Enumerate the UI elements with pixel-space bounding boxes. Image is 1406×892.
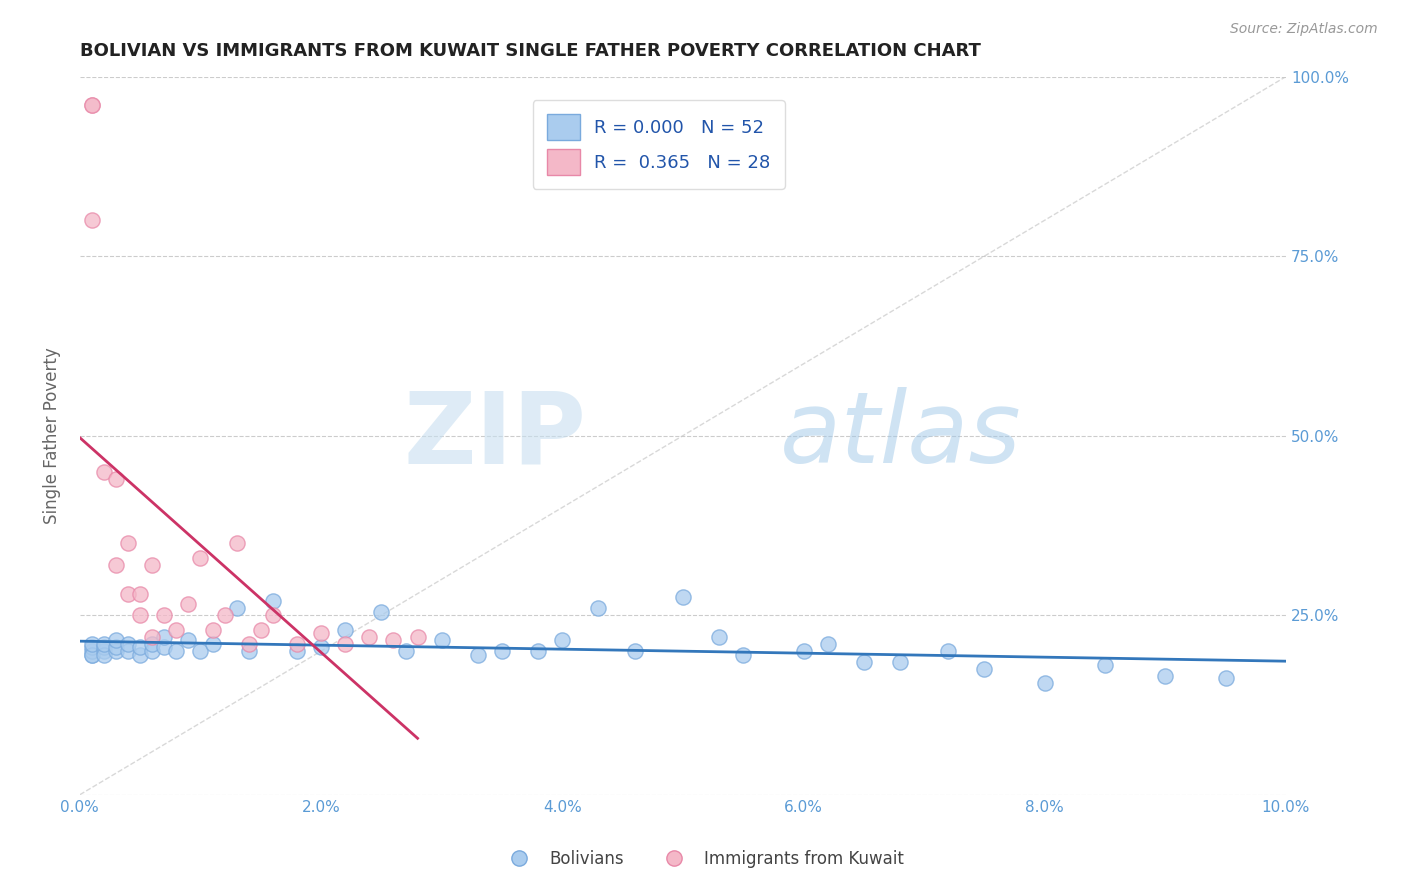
Point <box>165 623 187 637</box>
Point <box>973 662 995 676</box>
Point <box>201 623 224 637</box>
Point <box>382 633 405 648</box>
Point <box>249 623 271 637</box>
Text: Source: ZipAtlas.com: Source: ZipAtlas.com <box>1230 22 1378 37</box>
Point <box>129 648 152 662</box>
Y-axis label: Single Father Poverty: Single Father Poverty <box>44 347 60 524</box>
Point <box>201 637 224 651</box>
Legend: Bolivians, Immigrants from Kuwait: Bolivians, Immigrants from Kuwait <box>496 844 910 875</box>
Point <box>165 644 187 658</box>
Point <box>359 630 381 644</box>
Point <box>117 587 139 601</box>
Point <box>80 98 103 112</box>
Point <box>936 644 959 658</box>
Point <box>672 591 695 605</box>
Point <box>190 550 212 565</box>
Point <box>80 648 103 662</box>
Legend: R = 0.000   N = 52, R =  0.365   N = 28: R = 0.000 N = 52, R = 0.365 N = 28 <box>533 100 785 189</box>
Point <box>238 637 260 651</box>
Point <box>105 558 128 572</box>
Point <box>153 608 176 623</box>
Point <box>153 630 176 644</box>
Point <box>80 640 103 655</box>
Point <box>309 626 332 640</box>
Point <box>852 655 875 669</box>
Point <box>117 644 139 658</box>
Point <box>527 644 550 658</box>
Point <box>141 630 163 644</box>
Point <box>117 637 139 651</box>
Point <box>406 630 429 644</box>
Point <box>394 644 416 658</box>
Point <box>93 648 115 662</box>
Point <box>105 633 128 648</box>
Point <box>141 558 163 572</box>
Point <box>551 633 574 648</box>
Point <box>1033 676 1056 690</box>
Point <box>105 640 128 655</box>
Point <box>733 648 755 662</box>
Point <box>214 608 236 623</box>
Point <box>707 630 730 644</box>
Point <box>588 601 610 615</box>
Point <box>93 637 115 651</box>
Point <box>129 640 152 655</box>
Point <box>141 637 163 651</box>
Point <box>80 648 103 662</box>
Point <box>190 644 212 658</box>
Point <box>623 644 645 658</box>
Point <box>792 644 814 658</box>
Point <box>1215 671 1237 685</box>
Point <box>430 633 453 648</box>
Point <box>153 640 176 655</box>
Point <box>262 594 284 608</box>
Point <box>262 608 284 623</box>
Point <box>80 637 103 651</box>
Text: ZIP: ZIP <box>404 387 586 484</box>
Point <box>309 640 332 655</box>
Point <box>238 644 260 658</box>
Point <box>335 623 357 637</box>
Point <box>117 536 139 550</box>
Point <box>129 587 152 601</box>
Point <box>889 655 911 669</box>
Point <box>1094 658 1116 673</box>
Point <box>80 644 103 658</box>
Point <box>93 465 115 479</box>
Point <box>817 637 839 651</box>
Point <box>225 601 247 615</box>
Point <box>285 644 308 658</box>
Point <box>129 608 152 623</box>
Point <box>80 213 103 227</box>
Point <box>491 644 513 658</box>
Point <box>285 637 308 651</box>
Point <box>225 536 247 550</box>
Point <box>141 644 163 658</box>
Point <box>467 648 489 662</box>
Text: atlas: atlas <box>779 387 1021 484</box>
Point <box>177 633 200 648</box>
Point <box>80 98 103 112</box>
Point <box>370 605 392 619</box>
Point <box>335 637 357 651</box>
Point <box>105 644 128 658</box>
Point <box>1154 669 1177 683</box>
Text: BOLIVIAN VS IMMIGRANTS FROM KUWAIT SINGLE FATHER POVERTY CORRELATION CHART: BOLIVIAN VS IMMIGRANTS FROM KUWAIT SINGL… <box>80 42 981 60</box>
Point <box>177 598 200 612</box>
Point <box>93 644 115 658</box>
Point <box>93 640 115 655</box>
Point <box>105 472 128 486</box>
